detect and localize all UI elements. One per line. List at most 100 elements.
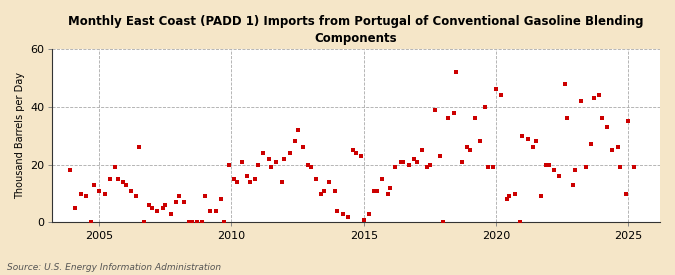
Y-axis label: Thousand Barrels per Day: Thousand Barrels per Day: [15, 72, 25, 199]
Point: [396, 160, 406, 164]
Point: [258, 151, 269, 155]
Point: [437, 220, 448, 225]
Point: [105, 177, 115, 181]
Point: [504, 194, 514, 199]
Point: [358, 217, 369, 222]
Point: [266, 165, 277, 170]
Point: [65, 168, 76, 173]
Point: [517, 133, 528, 138]
Point: [554, 174, 565, 178]
Point: [131, 194, 142, 199]
Point: [390, 165, 401, 170]
Point: [430, 108, 441, 112]
Point: [570, 168, 580, 173]
Point: [541, 163, 551, 167]
Point: [292, 128, 303, 132]
Point: [456, 160, 467, 164]
Point: [567, 183, 578, 187]
Point: [126, 188, 136, 193]
Title: Monthly East Coast (PADD 1) Imports from Portugal of Conventional Gasoline Blend: Monthly East Coast (PADD 1) Imports from…: [68, 15, 643, 45]
Point: [210, 209, 221, 213]
Point: [205, 209, 216, 213]
Point: [475, 139, 485, 144]
Point: [218, 220, 229, 225]
Point: [200, 194, 211, 199]
Point: [215, 197, 226, 202]
Point: [356, 154, 367, 158]
Point: [319, 188, 329, 193]
Point: [469, 116, 480, 120]
Point: [491, 87, 502, 92]
Point: [549, 168, 560, 173]
Point: [398, 160, 409, 164]
Point: [165, 211, 176, 216]
Point: [597, 116, 608, 120]
Point: [612, 145, 623, 149]
Point: [501, 197, 512, 202]
Point: [332, 209, 343, 213]
Point: [112, 177, 123, 181]
Point: [160, 203, 171, 207]
Point: [157, 206, 168, 210]
Point: [306, 165, 317, 170]
Point: [86, 220, 97, 225]
Point: [607, 148, 618, 152]
Point: [543, 163, 554, 167]
Point: [509, 191, 520, 196]
Point: [522, 136, 533, 141]
Point: [192, 220, 202, 225]
Point: [229, 177, 240, 181]
Point: [99, 191, 110, 196]
Point: [232, 180, 242, 184]
Point: [575, 99, 586, 103]
Point: [385, 186, 396, 190]
Point: [184, 220, 194, 225]
Point: [173, 194, 184, 199]
Point: [237, 160, 248, 164]
Point: [377, 177, 387, 181]
Point: [435, 154, 446, 158]
Point: [369, 188, 380, 193]
Point: [298, 145, 308, 149]
Point: [303, 163, 314, 167]
Point: [560, 81, 570, 86]
Point: [404, 163, 414, 167]
Point: [88, 183, 99, 187]
Point: [117, 180, 128, 184]
Point: [628, 165, 639, 170]
Text: Source: U.S. Energy Information Administration: Source: U.S. Energy Information Administ…: [7, 263, 221, 272]
Point: [416, 148, 427, 152]
Point: [371, 188, 382, 193]
Point: [242, 174, 252, 178]
Point: [531, 139, 541, 144]
Point: [146, 206, 157, 210]
Point: [586, 142, 597, 147]
Point: [110, 165, 121, 170]
Point: [316, 191, 327, 196]
Point: [252, 163, 263, 167]
Point: [144, 203, 155, 207]
Point: [120, 183, 131, 187]
Point: [223, 163, 234, 167]
Point: [615, 165, 626, 170]
Point: [422, 165, 433, 170]
Point: [70, 206, 81, 210]
Point: [382, 191, 393, 196]
Point: [364, 211, 375, 216]
Point: [171, 200, 182, 204]
Point: [250, 177, 261, 181]
Point: [589, 96, 599, 100]
Point: [514, 220, 525, 225]
Point: [186, 220, 197, 225]
Point: [408, 156, 419, 161]
Point: [483, 165, 493, 170]
Point: [448, 110, 459, 115]
Point: [310, 177, 321, 181]
Point: [80, 194, 91, 199]
Point: [411, 160, 422, 164]
Point: [350, 151, 361, 155]
Point: [562, 116, 573, 120]
Point: [329, 188, 340, 193]
Point: [139, 220, 150, 225]
Point: [480, 104, 491, 109]
